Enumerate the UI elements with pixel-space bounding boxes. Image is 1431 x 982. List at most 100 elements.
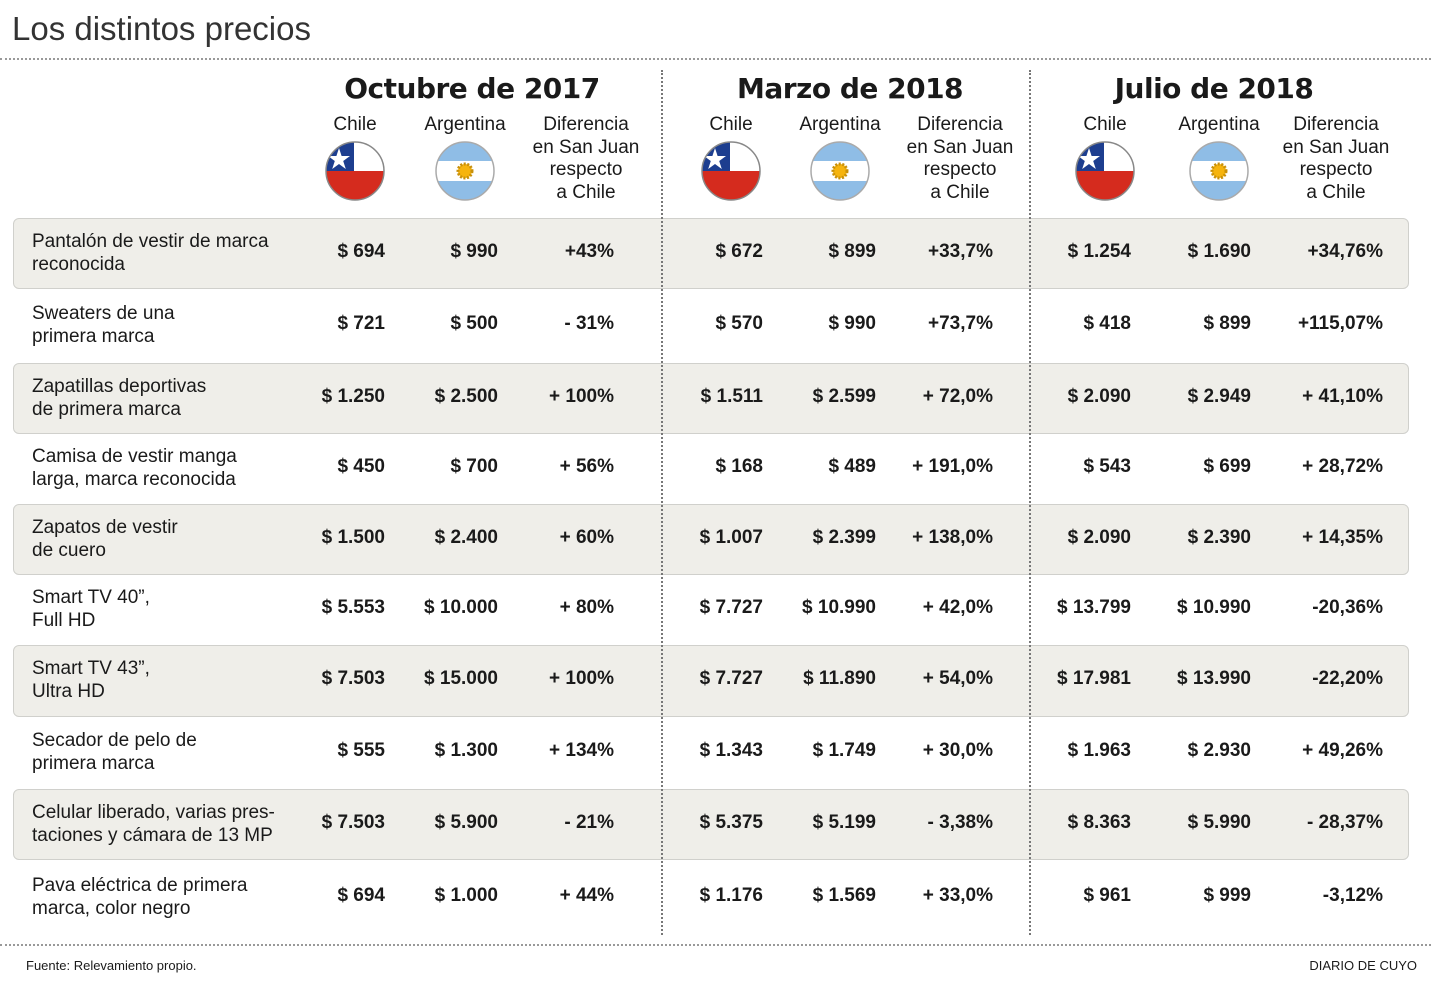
flag-argentina [1189, 141, 1249, 201]
flag-chile [701, 141, 761, 201]
price-cell: -3,12% [1322, 884, 1383, 906]
price-cell: $ 450 [337, 456, 385, 477]
price-cell: +115,07% [1297, 313, 1383, 334]
column-header: Diferencia en San Juan respecto a Chile [532, 114, 640, 203]
price-cell: $ 555 [337, 740, 385, 761]
price-cell: + 54,0% [922, 668, 993, 689]
price-cell: - 31% [564, 313, 614, 334]
price-cell: $ 11.890 [803, 668, 876, 689]
price-cell: $ 700 [450, 456, 498, 477]
row-background [13, 789, 1409, 860]
price-cell: $ 10.990 [1177, 597, 1251, 618]
price-cell: $ 168 [715, 456, 763, 477]
column-header: Chile [1083, 114, 1127, 135]
column-header: Chile [709, 114, 753, 135]
price-cell: -20,36% [1312, 597, 1383, 618]
price-cell: $ 15.000 [424, 668, 498, 689]
column-header: Diferencia en San Juan respecto a Chile [1282, 114, 1390, 203]
flag-argentina [435, 141, 495, 201]
column-header: Argentina [424, 114, 506, 135]
price-cell: $ 899 [828, 240, 876, 262]
price-cell: +33,7% [928, 240, 993, 262]
price-cell: $ 999 [1203, 884, 1251, 906]
price-cell: +43% [564, 240, 614, 262]
price-cell: + 134% [549, 740, 614, 761]
price-cell: $ 1.176 [699, 884, 763, 906]
price-cell: $ 1.963 [1067, 740, 1131, 761]
price-cell: $ 1.511 [700, 385, 763, 407]
price-cell: $ 2.599 [812, 385, 876, 407]
price-cell: $ 2.090 [1067, 526, 1131, 548]
row-label: Pava eléctrica de primera marca, color n… [32, 874, 248, 919]
row-label: Pantalón de vestir de marca reconocida [32, 230, 269, 275]
price-cell: $ 2.390 [1187, 526, 1251, 548]
price-cell: $ 1.749 [812, 740, 876, 761]
price-cell: $ 489 [828, 456, 876, 477]
price-cell: $ 2.949 [1187, 385, 1251, 407]
price-cell: + 100% [549, 385, 614, 407]
title: Los distintos precios [12, 10, 311, 47]
price-cell: + 33,0% [922, 884, 993, 906]
price-cell: $ 5.553 [321, 597, 385, 618]
price-cell: $ 1.343 [699, 740, 763, 761]
price-cell: $ 899 [1203, 313, 1251, 334]
period-title: Julio de 2018 [1114, 72, 1314, 105]
price-cell: + 138,0% [912, 526, 993, 548]
price-cell: $ 2.930 [1187, 740, 1251, 761]
row-label: Smart TV 40”, Full HD [32, 587, 150, 631]
divider [0, 944, 1431, 946]
price-cell: $ 1.007 [699, 526, 763, 548]
row-label: Camisa de vestir manga larga, marca reco… [32, 446, 237, 490]
price-cell: + 49,26% [1302, 740, 1383, 761]
row-background [13, 218, 1409, 289]
divider [0, 58, 1431, 60]
price-cell: $ 1.569 [812, 884, 876, 906]
price-cell: +73,7% [928, 313, 993, 334]
column-header: Chile [333, 114, 377, 135]
price-cell: $ 1.250 [321, 385, 385, 407]
price-cell: $ 13.799 [1057, 597, 1131, 618]
credit: DIARIO DE CUYO [1309, 958, 1417, 973]
price-cell: $ 721 [337, 313, 385, 334]
price-cell: $ 2.090 [1067, 385, 1131, 407]
price-cell: $ 10.000 [424, 597, 498, 618]
flag-argentina [810, 141, 870, 201]
period-title: Marzo de 2018 [736, 72, 964, 105]
row-label: Secador de pelo de primera marca [32, 730, 197, 774]
price-cell: + 42,0% [922, 597, 993, 618]
price-cell: + 41,10% [1302, 385, 1383, 407]
price-cell: $ 1.500 [321, 526, 385, 548]
price-cell: $ 990 [828, 313, 876, 334]
price-cell: $ 5.375 [699, 811, 763, 833]
price-cell: + 14,35% [1302, 526, 1383, 548]
source: Fuente: Relevamiento propio. [26, 958, 197, 973]
flag-chile [325, 141, 385, 201]
price-cell: $ 1.254 [1067, 240, 1131, 262]
price-cell: $ 543 [1083, 456, 1131, 477]
price-cell: + 28,72% [1302, 456, 1383, 477]
price-cell: -22,20% [1312, 668, 1383, 689]
price-cell: $ 2.399 [812, 526, 876, 548]
price-cell: $ 672 [715, 240, 763, 262]
price-cell: + 56% [559, 456, 614, 477]
price-cell: $ 694 [337, 884, 385, 906]
price-cell: $ 500 [450, 313, 498, 334]
price-cell: $ 17.981 [1057, 668, 1131, 689]
price-cell: $ 10.990 [802, 597, 876, 618]
column-header: Argentina [1178, 114, 1260, 135]
price-cell: $ 961 [1083, 884, 1131, 906]
price-cell: $ 7.503 [321, 811, 385, 833]
price-cell: $ 5.199 [812, 811, 876, 833]
row-background [13, 504, 1409, 575]
price-cell: $ 1.690 [1187, 240, 1251, 262]
row-background [13, 645, 1409, 717]
price-cell: +34,76% [1307, 240, 1383, 262]
row-label: Zapatillas deportivas de primera marca [32, 375, 207, 420]
row-label: Smart TV 43”, Ultra HD [32, 658, 150, 702]
price-cell: $ 694 [337, 240, 385, 262]
price-cell: $ 2.400 [434, 526, 498, 548]
price-cell: + 191,0% [912, 456, 993, 477]
divider [1029, 70, 1031, 935]
price-cell: + 30,0% [922, 740, 993, 761]
